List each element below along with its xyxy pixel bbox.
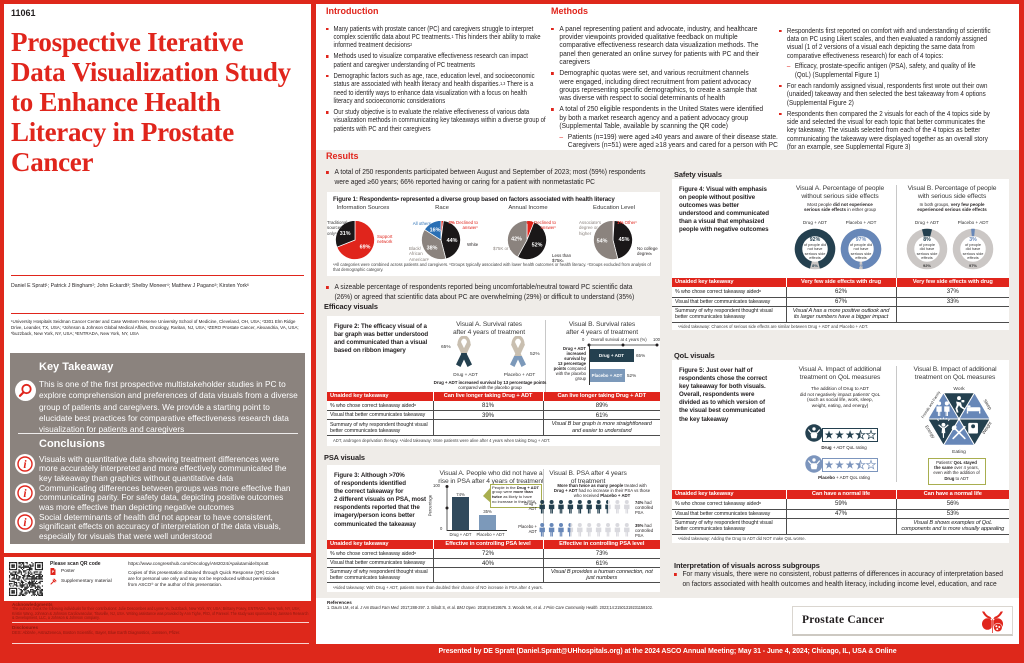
svg-text:31%: 31% — [340, 231, 351, 237]
svg-text:P: P — [52, 570, 55, 574]
svg-text:69%: 69% — [360, 244, 371, 250]
svg-text:38%: 38% — [427, 246, 438, 252]
svg-text:42%: 42% — [511, 237, 522, 243]
svg-text:i: i — [23, 459, 27, 471]
svg-text:54%: 54% — [597, 239, 608, 245]
svg-text:52%: 52% — [532, 243, 543, 249]
svg-text:Sleep: Sleep — [982, 398, 993, 411]
svg-text:i: i — [23, 488, 27, 500]
svg-text:Work: Work — [953, 386, 965, 392]
svg-text:45%: 45% — [619, 237, 630, 243]
svg-text:16%: 16% — [430, 228, 441, 234]
svg-text:Eating: Eating — [952, 449, 966, 455]
svg-text:i: i — [23, 517, 27, 529]
svg-text:44%: 44% — [447, 238, 458, 244]
